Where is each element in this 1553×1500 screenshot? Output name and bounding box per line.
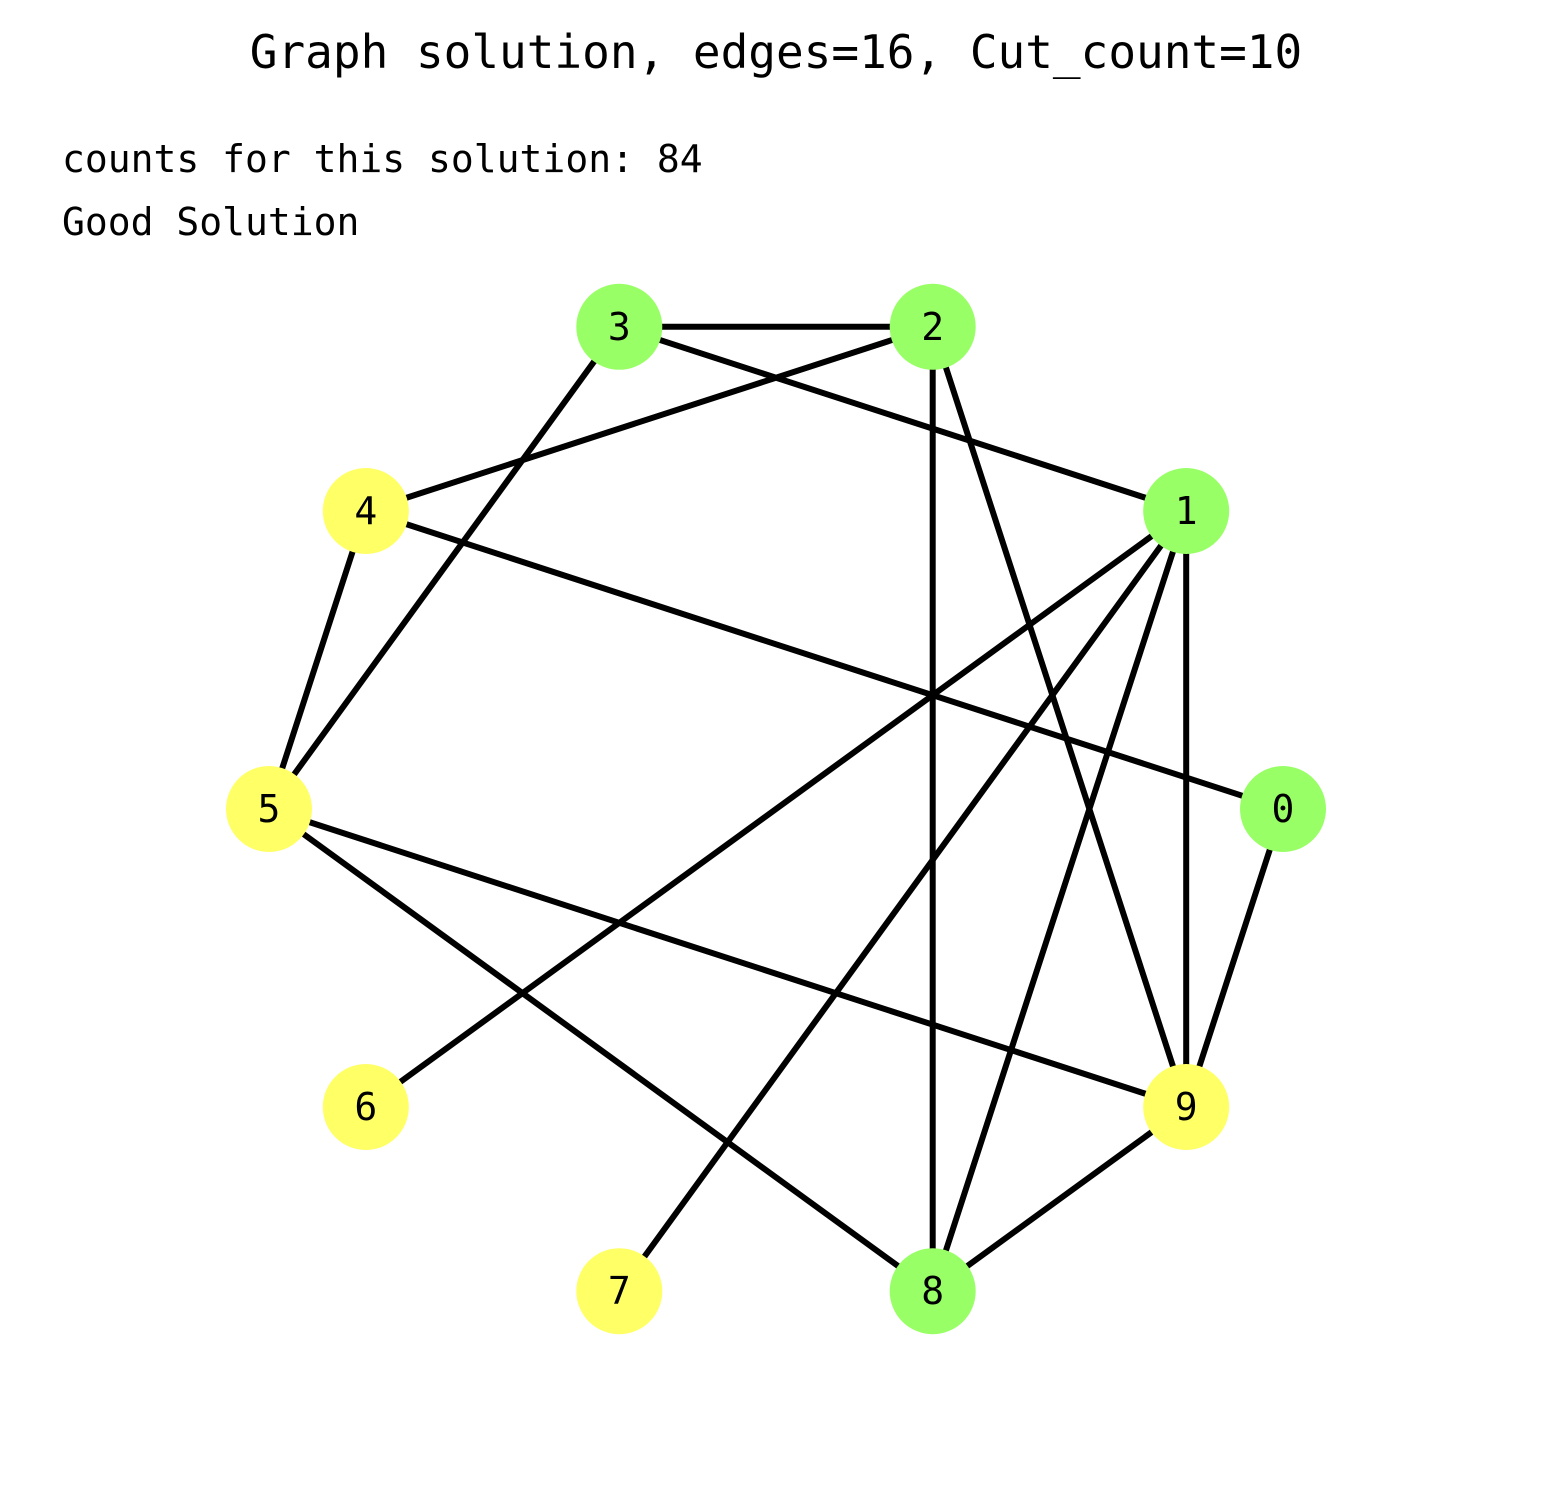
node-6: 6 (322, 1064, 409, 1150)
node-circle-2 (889, 283, 976, 370)
node-2: 2 (889, 283, 976, 370)
node-label-7: 7 (608, 1269, 631, 1313)
node-0: 0 (1240, 766, 1326, 852)
node-circle-6 (322, 1064, 409, 1150)
edges-layer (266, 323, 1286, 1294)
nodes-layer: 0 1 2 3 4 5 6 7 8 9 (226, 283, 1326, 1335)
node-7: 7 (576, 1248, 663, 1335)
node-label-0: 0 (1272, 787, 1295, 831)
node-3: 3 (576, 283, 663, 370)
node-circle-0 (1240, 766, 1326, 852)
node-label-6: 6 (354, 1085, 377, 1129)
node-circle-3 (576, 283, 663, 370)
node-circle-8 (889, 1248, 976, 1335)
node-1: 1 (1143, 468, 1230, 554)
node-8: 8 (889, 1248, 976, 1335)
node-label-1: 1 (1175, 489, 1198, 533)
node-9: 9 (1143, 1064, 1230, 1150)
node-circle-9 (1143, 1064, 1230, 1150)
node-label-2: 2 (921, 305, 944, 349)
node-circle-1 (1143, 468, 1230, 554)
edge-0-4 (364, 508, 1284, 812)
edge-1-7 (616, 509, 1189, 1293)
edge-2-9 (929, 325, 1190, 1108)
edge-5-9 (268, 806, 1188, 1110)
counts-text: counts for this solution: 84 (62, 137, 703, 181)
node-circle-4 (322, 468, 409, 554)
edge-4-5 (266, 510, 369, 810)
edge-1-3 (618, 323, 1188, 514)
edge-1-6 (364, 508, 1188, 1110)
verdict-text: Good Solution (62, 200, 359, 244)
node-circle-7 (576, 1248, 663, 1335)
edge-8-9 (930, 1104, 1188, 1294)
node-circle-5 (226, 766, 312, 852)
node-label-4: 4 (354, 489, 377, 533)
edge-2-4 (364, 323, 934, 514)
edge-5-8 (267, 806, 935, 1294)
node-4: 4 (322, 468, 409, 554)
node-label-8: 8 (921, 1269, 944, 1313)
node-label-5: 5 (258, 787, 281, 831)
node-label-3: 3 (608, 305, 631, 349)
node-label-9: 9 (1175, 1085, 1198, 1129)
edge-0-9 (1183, 808, 1286, 1108)
edge-3-5 (266, 325, 622, 811)
diagram-title: Graph solution, edges=16, Cut_count=10 (250, 25, 1302, 79)
node-5: 5 (226, 766, 312, 852)
edge-1-8 (929, 510, 1190, 1293)
